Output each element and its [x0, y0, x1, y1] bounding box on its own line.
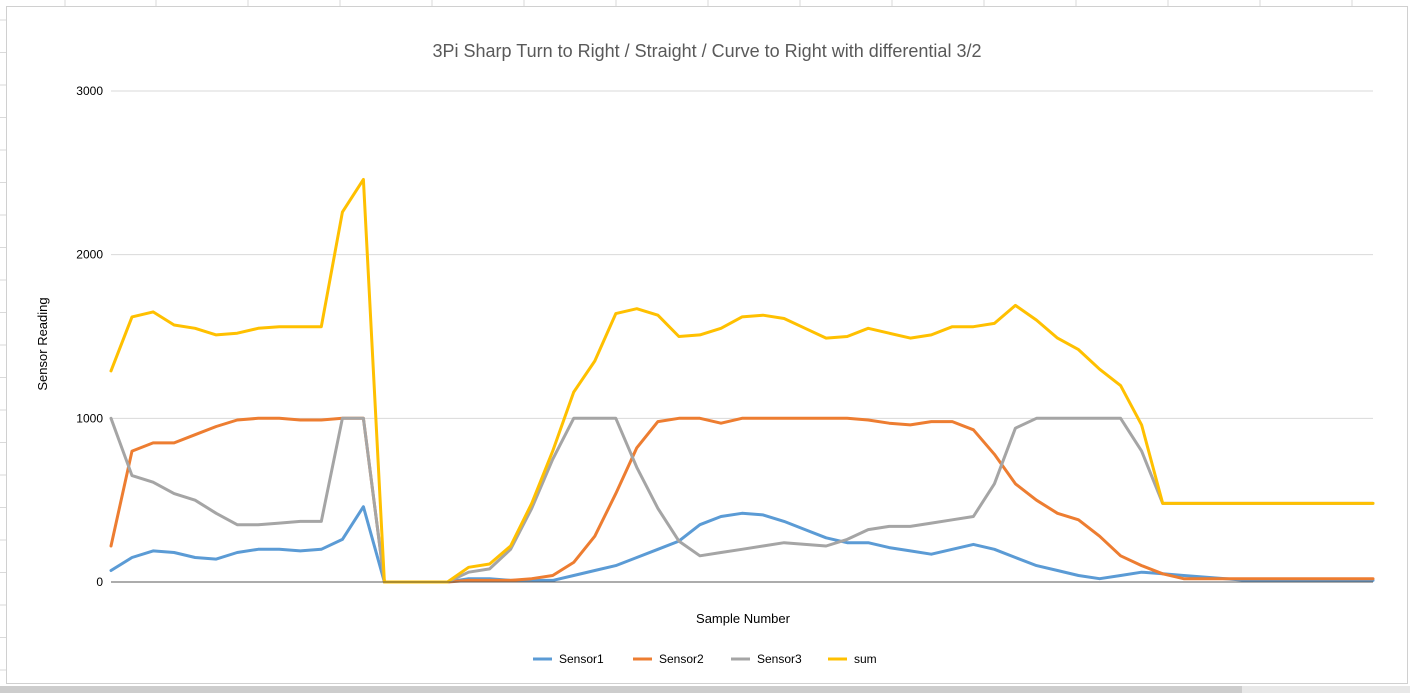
legend-label: Sensor2	[659, 652, 704, 666]
y-axis-ticks: 0 1000 2000 3000	[76, 84, 103, 589]
series-line-sensor3	[109, 416, 1375, 584]
series-line-sum	[109, 177, 1375, 584]
chart-area[interactable]: 3Pi Sharp Turn to Right / Straight / Cur…	[6, 6, 1408, 684]
legend-label: sum	[854, 652, 877, 666]
legend-item-sensor1: Sensor1	[533, 652, 604, 666]
y-tick-label: 2000	[76, 248, 103, 262]
legend-label: Sensor1	[559, 652, 604, 666]
chart-title: 3Pi Sharp Turn to Right / Straight / Cur…	[433, 41, 982, 61]
legend-item-sensor3: Sensor3	[731, 652, 802, 666]
scrollbar-thumb[interactable]	[0, 686, 1242, 693]
series-lines	[109, 177, 1375, 584]
horizontal-scrollbar[interactable]	[0, 686, 1410, 693]
legend-item-sensor2: Sensor2	[633, 652, 704, 666]
y-tick-label: 1000	[76, 411, 103, 425]
legend: Sensor1 Sensor2 Sensor3 sum	[533, 652, 877, 666]
series-line-sensor1	[109, 505, 1375, 584]
legend-label: Sensor3	[757, 652, 802, 666]
y-tick-label: 0	[96, 575, 103, 589]
legend-item-sum: sum	[828, 652, 877, 666]
gridlines	[111, 90, 1373, 419]
y-tick-label: 3000	[76, 84, 103, 98]
x-axis-title: Sample Number	[696, 611, 791, 626]
line-chart: 3Pi Sharp Turn to Right / Straight / Cur…	[35, 41, 1375, 666]
series-line-sensor2	[109, 416, 1375, 584]
y-axis-title: Sensor Reading	[35, 297, 50, 390]
